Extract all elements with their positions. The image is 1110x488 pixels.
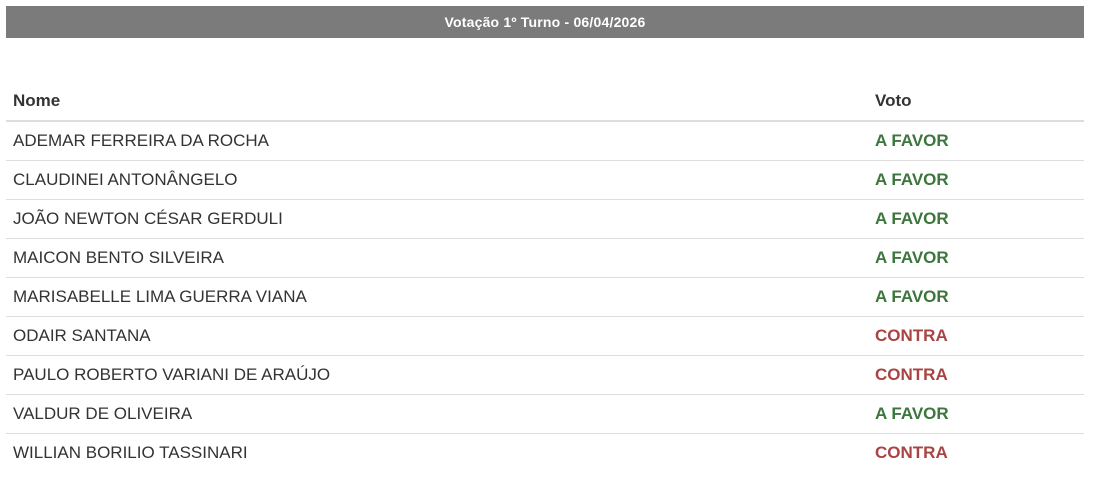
voting-title: Votação 1º Turno - 06/04/2026 (6, 6, 1084, 38)
member-name: ADEMAR FERREIRA DA ROCHA (6, 121, 868, 161)
member-name: WILLIAN BORILIO TASSINARI (13, 443, 248, 462)
table-row: MARISABELLE LIMA GUERRA VIANA A FAVOR (6, 277, 1084, 317)
vote-value: A FAVOR (868, 394, 1084, 434)
vote-value: CONTRA (868, 355, 1084, 395)
table-row: ODAIR SANTANA CONTRA (6, 316, 1084, 356)
vote-value: A FAVOR (868, 160, 1084, 200)
column-header-name: Nome (6, 82, 868, 122)
table-row: CLAUDINEI ANTONÂNGELO A FAVOR (6, 160, 1084, 200)
vote-value: CONTRA (875, 443, 948, 462)
member-name: VALDUR DE OLIVEIRA (6, 394, 868, 434)
member-name: PAULO ROBERTO VARIANI DE ARAÚJO (6, 355, 868, 395)
vote-value: A FAVOR (868, 199, 1084, 239)
table-header-row: Nome Voto (6, 82, 1084, 122)
vote-value: A FAVOR (868, 277, 1084, 317)
vote-value: CONTRA (868, 316, 1084, 356)
table-row: VALDUR DE OLIVEIRA A FAVOR (6, 394, 1084, 434)
vote-value: A FAVOR (868, 238, 1084, 278)
votes-table: Nome Voto ADEMAR FERREIRA DA ROCHA A FAVO… (6, 82, 1084, 472)
table-row: WILLIAN BORILIO TASSINARI CONTRA (6, 434, 1084, 473)
member-name: MARISABELLE LIMA GUERRA VIANA (6, 277, 868, 317)
member-name: CLAUDINEI ANTONÂNGELO (6, 160, 868, 200)
table-row: MAICON BENTO SILVEIRA A FAVOR (6, 238, 1084, 278)
table-row: PAULO ROBERTO VARIANI DE ARAÚJO CONTRA (6, 355, 1084, 395)
table-row: JOÃO NEWTON CÉSAR GERDULI A FAVOR (6, 199, 1084, 239)
column-header-vote: Voto (868, 82, 1084, 122)
vote-value: A FAVOR (868, 121, 1084, 161)
member-name: ODAIR SANTANA (6, 316, 868, 356)
member-name: MAICON BENTO SILVEIRA (6, 238, 868, 278)
member-name: JOÃO NEWTON CÉSAR GERDULI (6, 199, 868, 239)
table-row: ADEMAR FERREIRA DA ROCHA A FAVOR (6, 121, 1084, 161)
